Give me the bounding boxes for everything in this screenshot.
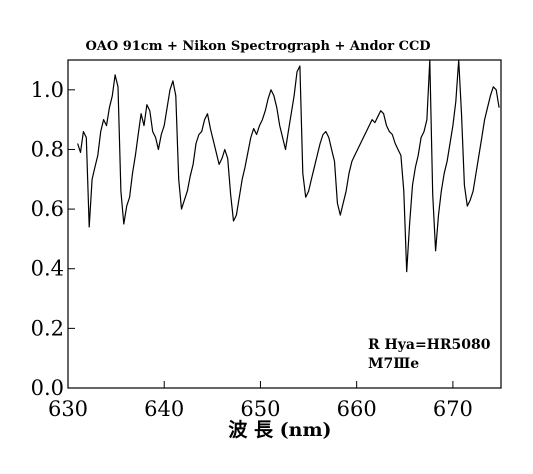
x-tick-label: 660	[337, 397, 377, 421]
y-tick-label: 0.4	[31, 257, 64, 281]
annotation-type: M7Ⅲe	[368, 356, 419, 372]
y-axis: 0.0 0.2 0.4 0.6 0.8 1.0	[31, 78, 75, 400]
y-tick-label: 0.8	[31, 137, 64, 161]
y-tick-label: 1.0	[31, 78, 64, 102]
x-axis: 630 640 650 660 670	[48, 381, 473, 421]
x-tick-label: 640	[144, 397, 184, 421]
plot-frame	[67, 59, 502, 389]
x-tick-label: 670	[433, 397, 473, 421]
series-line	[77, 59, 500, 273]
annotation-star: R Hya=HR5080	[368, 337, 491, 353]
y-tick-label: 0.6	[31, 197, 64, 221]
y-tick-label: 0.2	[31, 316, 64, 340]
chart-title: OAO 91cm + Nikon Spectrograph + Andor CC…	[85, 39, 430, 54]
y-tick-label: 0.0	[31, 376, 64, 400]
x-axis-label: 波 長 (nm)	[228, 418, 331, 441]
x-tick-label: 650	[240, 397, 280, 421]
x-tick-label: 630	[48, 397, 88, 421]
